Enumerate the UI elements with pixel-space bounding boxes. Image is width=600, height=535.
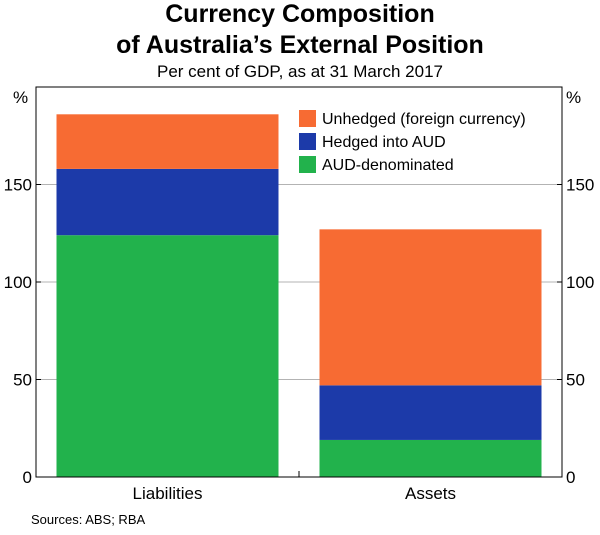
bar-liabilities-aud-denominated xyxy=(56,235,279,477)
chart-title-line-2: of Australia’s External Position xyxy=(116,31,484,59)
legend-swatch xyxy=(299,156,316,173)
y-tick-label-left: 100 xyxy=(4,273,32,292)
y-tick-label-right: 0 xyxy=(566,468,575,487)
bar-liabilities-hedged-into-aud xyxy=(56,168,279,236)
legend-swatch xyxy=(299,133,316,150)
y-tick-label-right: 150 xyxy=(566,176,594,195)
bar-assets-unhedged-foreign-currency xyxy=(319,229,542,386)
chart-subtitle: Per cent of GDP, as at 31 March 2017 xyxy=(156,62,443,81)
bar-assets-hedged-into-aud xyxy=(319,385,542,440)
y-tick-label-left: 50 xyxy=(13,371,32,390)
y-axis-unit-left: % xyxy=(13,88,28,107)
bar-liabilities-unhedged-foreign-currency xyxy=(56,114,279,169)
y-axis-unit-right: % xyxy=(566,88,581,107)
x-tick-label: Liabilities xyxy=(133,484,203,503)
chart-title-line-1: Currency Composition xyxy=(165,0,435,28)
source-note: Sources: ABS; RBA xyxy=(31,512,146,527)
bar-assets-aud-denominated xyxy=(319,439,542,477)
x-tick-label: Assets xyxy=(405,484,456,503)
legend-label: Unhedged (foreign currency) xyxy=(322,111,526,128)
legend-swatch xyxy=(299,110,316,127)
y-tick-label-left: 0 xyxy=(23,468,32,487)
y-tick-label-left: 150 xyxy=(4,176,32,195)
legend-label: AUD-denominated xyxy=(322,157,454,174)
legend-label: Hedged into AUD xyxy=(322,134,446,151)
y-tick-label-right: 100 xyxy=(566,273,594,292)
y-tick-label-right: 50 xyxy=(566,371,585,390)
